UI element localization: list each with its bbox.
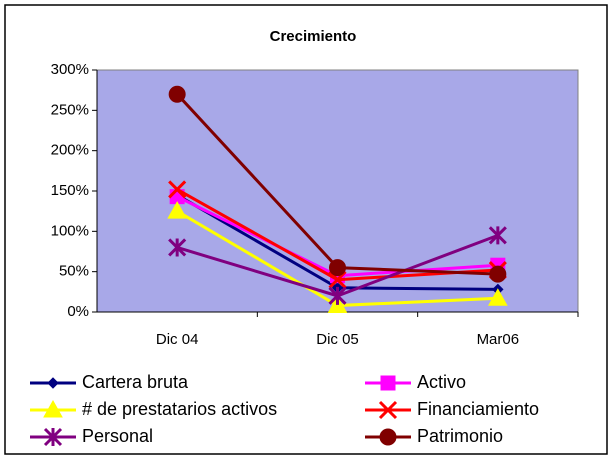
legend-marker <box>379 428 397 446</box>
y-tick-label: 300% <box>51 61 89 78</box>
legend-marker <box>378 400 398 420</box>
y-tick-label: 50% <box>59 263 89 280</box>
legend-label: # de prestatarios activos <box>82 399 277 419</box>
x-tick-label: Mar06 <box>477 331 520 348</box>
y-tick-label: 200% <box>51 142 89 159</box>
legend-marker <box>43 399 63 418</box>
legend-label: Patrimonio <box>417 426 503 446</box>
legend-marker <box>380 375 396 391</box>
data-point <box>489 265 507 283</box>
legend-marker <box>47 377 59 389</box>
chart-title: Crecimiento <box>270 28 357 45</box>
data-point <box>487 288 508 306</box>
legend-label: Financiamiento <box>417 399 539 419</box>
legend-label: Cartera bruta <box>82 372 189 392</box>
legend-marker <box>43 427 63 447</box>
data-point <box>329 259 346 277</box>
data-point <box>167 201 188 219</box>
x-tick-label: Dic 04 <box>156 331 199 348</box>
data-point <box>488 226 507 245</box>
data-point <box>168 85 186 103</box>
data-point <box>328 286 347 305</box>
legend-label: Personal <box>82 426 153 446</box>
x-tick-label: Dic 05 <box>316 331 359 348</box>
y-tick-label: 250% <box>51 101 89 118</box>
data-point <box>168 238 187 257</box>
series <box>168 226 507 305</box>
data-point <box>328 270 347 289</box>
y-tick-label: 0% <box>67 303 89 320</box>
legend-label: Activo <box>417 372 466 392</box>
data-point <box>168 180 187 199</box>
series <box>168 85 507 283</box>
y-tick-label: 100% <box>51 222 89 239</box>
y-tick-label: 150% <box>51 182 89 199</box>
